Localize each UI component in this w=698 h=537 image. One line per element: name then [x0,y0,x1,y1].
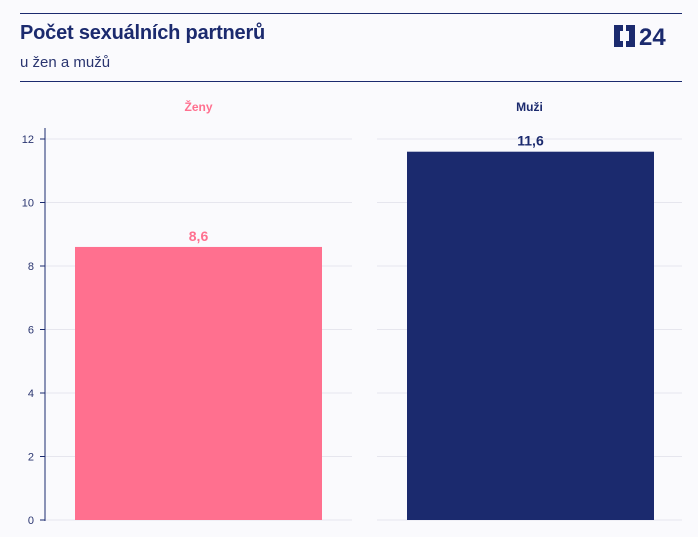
bar-zeny[interactable] [75,246,322,520]
y-tick-label: 8 [28,261,34,273]
y-tick-label: 2 [28,452,34,464]
label-layer: Ženy 8,6 Muži 11,6 [184,99,543,244]
axis-layer: 0 2 4 6 8 10 12 [22,128,46,527]
bar-value-label: 8,6 [189,228,209,244]
y-tick-label: 0 [28,515,34,527]
header-top-rule [20,13,682,14]
ct24-logo: 24 [614,24,666,50]
logo-number: 24 [639,24,666,50]
chart-title: Počet sexuálních partnerů [20,22,266,44]
y-tick-label: 6 [28,325,34,337]
facet-label: Ženy [184,99,212,114]
bar-layer [75,151,654,520]
facet-label: Muži [516,100,543,114]
y-tick-label: 10 [22,198,34,210]
header-bottom-rule [20,81,682,82]
y-tick-label: 12 [22,134,34,146]
y-tick-label: 4 [28,388,34,400]
bar-value-label: 11,6 [517,133,544,149]
chart-subtitle: u žen a mužů [20,54,111,71]
bar-muzi[interactable] [407,151,654,520]
ct-logo-icon [614,25,635,47]
